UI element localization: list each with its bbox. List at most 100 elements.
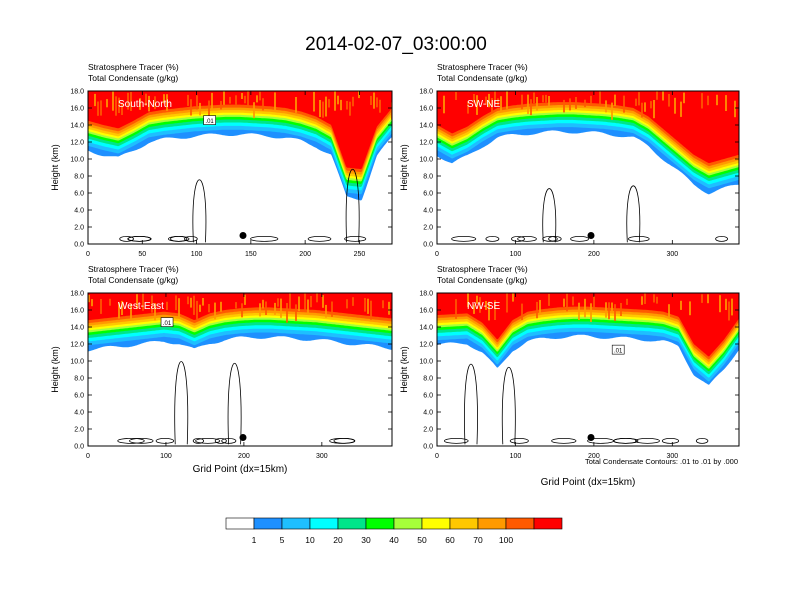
y-tick-label: 2.0	[74, 427, 84, 434]
y-tick-label: 12.0	[70, 342, 84, 349]
y-tick-label: 0.0	[423, 242, 433, 249]
y-tick-label: 18.0	[419, 89, 433, 96]
colorbar-label: 5	[280, 535, 285, 545]
y-tick-label: 18.0	[419, 291, 433, 298]
contour-label: .01	[611, 344, 625, 355]
y-tick-label: 16.0	[419, 308, 433, 315]
colorbar-swatch	[505, 517, 535, 530]
plot-frame	[87, 90, 393, 245]
y-tick-label: 14.0	[419, 123, 433, 130]
location-marker	[239, 434, 247, 441]
x-tick-label: 100	[510, 251, 522, 258]
y-tick-label: 18.0	[70, 291, 84, 298]
y-tick-label: 2.0	[74, 225, 84, 232]
svg-text:.01: .01	[163, 321, 172, 327]
tracer-band-max	[88, 91, 392, 170]
y-tick-label: 4.0	[423, 410, 433, 417]
contour-note: Total Condensate Contours: .01 to .01 by…	[585, 457, 738, 466]
x-axis-label: Grid Point (dx=15km)	[193, 464, 288, 475]
y-tick-label: 8.0	[423, 174, 433, 181]
colorbar-swatch	[309, 517, 339, 530]
plot-frame	[436, 90, 740, 245]
y-tick-label: 14.0	[70, 325, 84, 332]
y-tick-label: 2.0	[423, 225, 433, 232]
x-tick-label: 100	[160, 453, 172, 460]
tracer-field	[437, 293, 739, 446]
panel-label: SW-NE	[467, 99, 500, 110]
colorbar-label: 50	[417, 535, 427, 545]
tracer-band-max	[437, 293, 739, 357]
y-tick-label: 14.0	[70, 123, 84, 130]
colorbar-label: 10	[305, 535, 315, 545]
y-tick-label: 8.0	[74, 376, 84, 383]
figure-title: 2014-02-07_03:00:00	[305, 34, 487, 55]
y-tick-label: 14.0	[419, 325, 433, 332]
y-tick-label: 6.0	[423, 191, 433, 198]
panel-label: West-East	[118, 301, 164, 312]
y-tick-label: 6.0	[423, 393, 433, 400]
y-tick-label: 18.0	[70, 89, 84, 96]
y-tick-label: 16.0	[70, 308, 84, 315]
location-marker	[587, 232, 595, 239]
x-tick-label: 200	[588, 251, 600, 258]
y-tick-label: 8.0	[74, 174, 84, 181]
y-tick-label: 8.0	[423, 376, 433, 383]
x-tick-label: 200	[238, 453, 250, 460]
panel-1: SW-NE Stratosphere Tracer (%)Total Conden…	[399, 62, 740, 258]
colorbar-label: 70	[473, 535, 483, 545]
y-tick-label: 16.0	[70, 106, 84, 113]
x-tick-label: 100	[191, 251, 203, 258]
y-tick-label: 0.0	[74, 444, 84, 451]
panel-2: .01 West-East Stratosphere Tracer (%)Total…	[50, 264, 393, 475]
y-tick-label: 12.0	[419, 140, 433, 147]
colorbar-swatch	[449, 517, 479, 530]
colorbar-swatch	[477, 517, 507, 530]
colorbar: 1 5 10 20 30 40 50 60 70 100	[225, 517, 563, 545]
y-tick-label: 10.0	[70, 157, 84, 164]
x-tick-label: 0	[435, 251, 439, 258]
x-tick-label: 0	[86, 453, 90, 460]
location-marker	[587, 434, 595, 441]
y-tick-label: 2.0	[423, 427, 433, 434]
y-tick-label: 10.0	[419, 157, 433, 164]
y-tick-label: 10.0	[419, 359, 433, 366]
y-tick-label: 4.0	[423, 208, 433, 215]
panel-label: South-North	[118, 99, 172, 110]
colorbar-swatch	[365, 517, 395, 530]
colorbar-swatch	[253, 517, 283, 530]
tracer-field	[88, 91, 392, 244]
tracer-band-max	[437, 91, 739, 164]
colorbar-swatch	[421, 517, 451, 530]
contour-label: .01	[160, 317, 174, 327]
tracer-field	[437, 91, 739, 244]
y-tick-label: 6.0	[74, 393, 84, 400]
condensate-contours	[119, 169, 367, 243]
contour-label: .01	[203, 115, 216, 125]
colorbar-swatch	[225, 517, 255, 530]
panel-label: NW-SE	[467, 301, 500, 312]
y-tick-label: 4.0	[74, 208, 84, 215]
panel-title: Stratosphere Tracer (%)	[88, 264, 179, 274]
condensate-contours	[117, 361, 356, 445]
colorbar-swatch	[533, 517, 563, 530]
panel-title: Stratosphere Tracer (%)	[88, 62, 179, 72]
condensate-contours	[443, 363, 709, 445]
panel-subtitle: Total Condensate (g/kg)	[88, 275, 178, 285]
colorbar-swatch	[393, 517, 423, 530]
x-tick-label: 300	[666, 453, 678, 460]
y-tick-label: 16.0	[419, 106, 433, 113]
plot-frame	[87, 292, 393, 447]
svg-text:.01: .01	[205, 119, 214, 125]
colorbar-label: 30	[361, 535, 371, 545]
x-tick-label: 50	[138, 251, 146, 258]
location-marker	[239, 232, 247, 239]
x-axis-label: Grid Point (dx=15km)	[541, 477, 636, 488]
y-tick-label: 12.0	[419, 342, 433, 349]
y-axis-label: Height (km)	[50, 346, 60, 393]
colorbar-swatch	[337, 517, 367, 530]
svg-text:.01: .01	[614, 349, 623, 355]
y-tick-label: 10.0	[70, 359, 84, 366]
x-tick-label: 200	[588, 453, 600, 460]
